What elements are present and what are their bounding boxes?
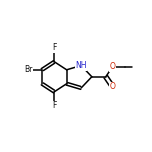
Text: F: F <box>52 43 57 52</box>
Text: F: F <box>52 101 57 110</box>
Text: O: O <box>110 62 116 71</box>
Text: Br: Br <box>24 65 32 74</box>
Text: O: O <box>110 82 116 92</box>
Text: NH: NH <box>75 61 87 70</box>
